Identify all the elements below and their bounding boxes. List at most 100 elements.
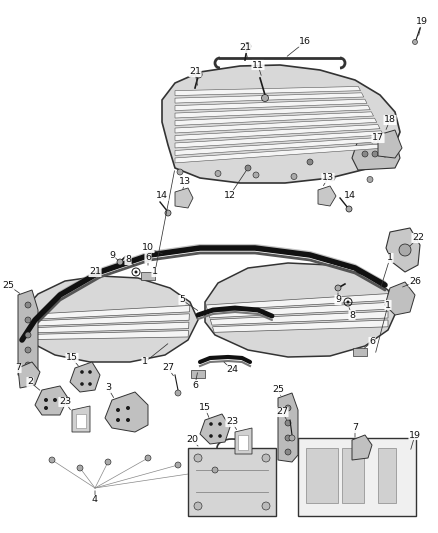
Circle shape: [285, 435, 291, 441]
Circle shape: [262, 502, 270, 510]
Polygon shape: [72, 406, 90, 432]
Polygon shape: [175, 86, 360, 95]
Bar: [306, 448, 338, 503]
Circle shape: [335, 285, 341, 291]
Circle shape: [285, 449, 291, 455]
Circle shape: [177, 169, 183, 175]
Text: 7: 7: [15, 364, 21, 373]
Text: 5: 5: [179, 295, 185, 304]
Circle shape: [88, 382, 92, 386]
Text: 14: 14: [156, 191, 168, 200]
Text: 16: 16: [299, 37, 311, 46]
Text: 19: 19: [416, 18, 428, 27]
Circle shape: [289, 435, 295, 441]
Circle shape: [116, 408, 120, 412]
Text: 11: 11: [252, 61, 264, 69]
Polygon shape: [25, 314, 189, 326]
Text: 21: 21: [189, 68, 201, 77]
Circle shape: [80, 370, 84, 374]
Polygon shape: [175, 131, 383, 148]
Text: 13: 13: [179, 177, 191, 187]
Circle shape: [195, 71, 202, 78]
Circle shape: [53, 398, 57, 402]
Polygon shape: [191, 370, 205, 378]
Circle shape: [175, 390, 181, 396]
Text: 22: 22: [412, 233, 424, 243]
Text: 3: 3: [105, 384, 111, 392]
Circle shape: [261, 94, 268, 101]
Text: 12: 12: [224, 190, 236, 199]
Circle shape: [126, 418, 130, 422]
Text: 20: 20: [186, 435, 198, 445]
Text: 25: 25: [272, 385, 284, 394]
Polygon shape: [205, 263, 397, 357]
Circle shape: [25, 302, 31, 308]
Polygon shape: [175, 188, 193, 208]
Circle shape: [215, 171, 221, 176]
Text: 21: 21: [89, 268, 101, 277]
Text: 27: 27: [162, 364, 174, 373]
Circle shape: [413, 39, 417, 44]
Circle shape: [346, 301, 350, 303]
Circle shape: [117, 259, 123, 265]
Circle shape: [134, 271, 138, 273]
Text: 1: 1: [152, 268, 158, 277]
Polygon shape: [162, 65, 400, 183]
Circle shape: [175, 462, 181, 468]
Text: 27: 27: [276, 408, 288, 416]
Circle shape: [105, 459, 111, 465]
Polygon shape: [278, 393, 298, 462]
Text: 23: 23: [226, 417, 238, 426]
Bar: [298, 438, 416, 516]
Polygon shape: [28, 330, 188, 340]
Polygon shape: [378, 130, 402, 158]
Circle shape: [88, 370, 92, 374]
Polygon shape: [210, 311, 388, 325]
Circle shape: [25, 332, 31, 338]
Polygon shape: [352, 138, 400, 170]
Circle shape: [253, 172, 259, 178]
Circle shape: [126, 406, 130, 410]
Text: 6: 6: [192, 381, 198, 390]
Circle shape: [362, 151, 368, 157]
Circle shape: [307, 159, 313, 165]
Polygon shape: [175, 137, 386, 156]
Text: 15: 15: [199, 403, 211, 413]
Text: 4: 4: [92, 496, 98, 505]
Text: 19: 19: [409, 431, 421, 440]
Bar: [188, 448, 276, 516]
Circle shape: [382, 151, 388, 157]
Polygon shape: [105, 392, 148, 432]
Circle shape: [49, 457, 55, 463]
Text: 6: 6: [369, 337, 375, 346]
Circle shape: [291, 174, 297, 180]
Text: 10: 10: [142, 244, 154, 253]
Polygon shape: [23, 305, 190, 320]
Polygon shape: [386, 228, 420, 272]
Bar: [378, 448, 396, 503]
Circle shape: [218, 434, 222, 438]
Circle shape: [285, 405, 291, 411]
Text: 9: 9: [335, 295, 341, 304]
Text: 15: 15: [66, 353, 78, 362]
Circle shape: [116, 418, 120, 422]
Polygon shape: [20, 276, 198, 362]
Circle shape: [262, 454, 270, 462]
Circle shape: [25, 347, 31, 353]
Text: 23: 23: [59, 398, 71, 407]
Circle shape: [25, 317, 31, 323]
Text: 21: 21: [239, 44, 251, 52]
Circle shape: [218, 422, 222, 426]
Polygon shape: [175, 118, 377, 133]
Circle shape: [77, 465, 83, 471]
Polygon shape: [318, 186, 336, 206]
Circle shape: [44, 406, 48, 410]
Polygon shape: [200, 414, 230, 444]
Circle shape: [372, 151, 378, 157]
Circle shape: [209, 422, 213, 426]
Polygon shape: [175, 125, 380, 141]
Text: 24: 24: [226, 366, 238, 375]
Polygon shape: [18, 290, 38, 378]
Text: 25: 25: [2, 280, 14, 289]
Text: 14: 14: [344, 190, 356, 199]
